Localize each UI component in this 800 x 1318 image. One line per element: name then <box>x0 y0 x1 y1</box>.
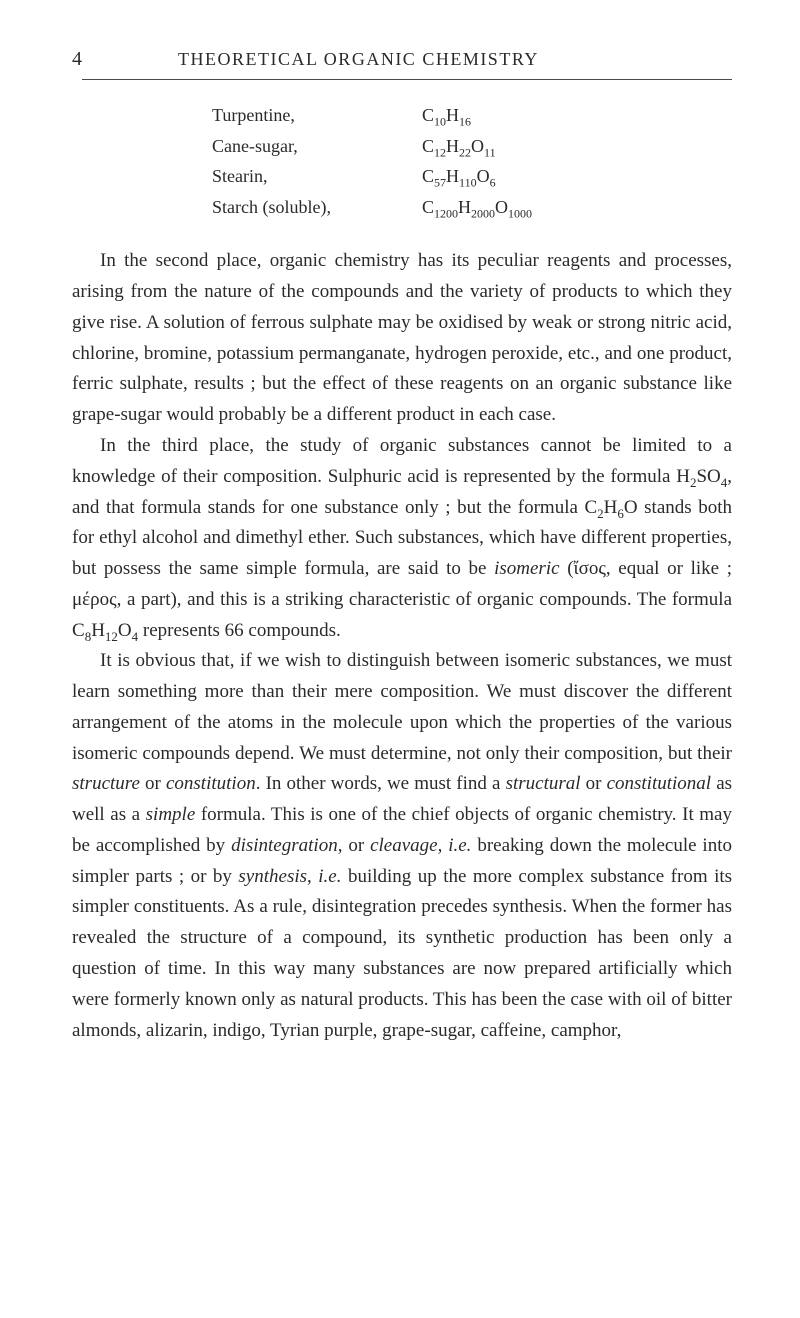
page-title: THEORETICAL ORGANIC CHEMISTRY <box>178 49 539 70</box>
compound-table: Turpentine, C10H16 Cane-sugar, C12H22O11… <box>212 100 732 222</box>
compound-name: Starch (soluble), <box>212 192 422 223</box>
compound-row: Starch (soluble), C1200H2000O1000 <box>212 192 732 223</box>
compound-row: Stearin, C57H110O6 <box>212 161 732 192</box>
compound-row: Turpentine, C10H16 <box>212 100 732 131</box>
compound-name: Turpentine, <box>212 100 422 131</box>
compound-name: Cane-sugar, <box>212 131 422 162</box>
page-number: 4 <box>72 48 82 71</box>
compound-formula: C10H16 <box>422 100 471 131</box>
compound-row: Cane-sugar, C12H22O11 <box>212 131 732 162</box>
paragraph-3: It is obvious that, if we wish to distin… <box>72 646 732 1046</box>
compound-name: Stearin, <box>212 161 422 192</box>
compound-formula: C57H110O6 <box>422 161 496 192</box>
header-divider <box>82 79 732 80</box>
page-header: 4 THEORETICAL ORGANIC CHEMISTRY <box>72 48 732 71</box>
compound-formula: C1200H2000O1000 <box>422 192 532 223</box>
paragraph-2: In the third place, the study of organic… <box>72 431 732 646</box>
paragraph-1: In the second place, organic chemistry h… <box>72 246 732 431</box>
compound-formula: C12H22O11 <box>422 131 496 162</box>
